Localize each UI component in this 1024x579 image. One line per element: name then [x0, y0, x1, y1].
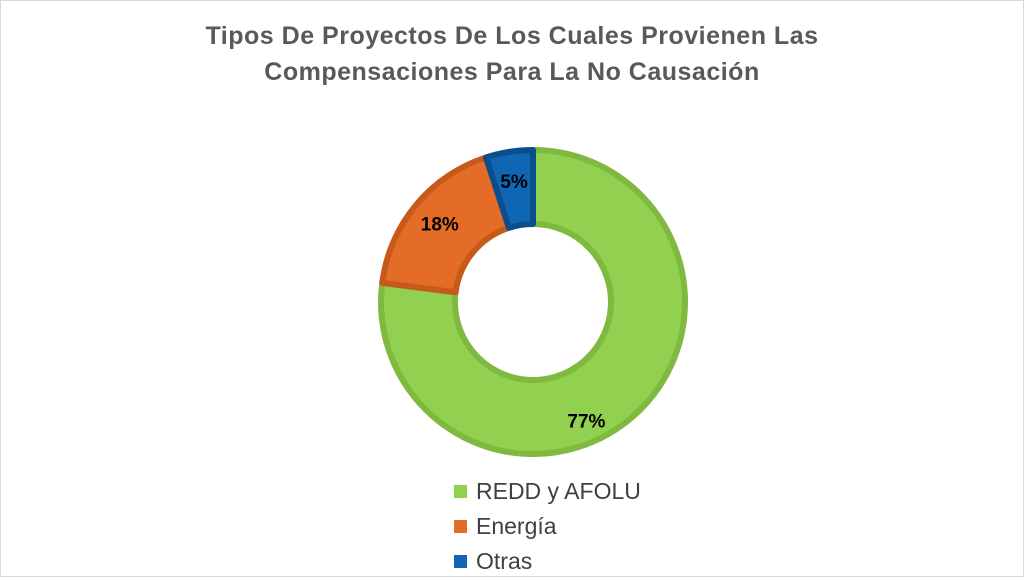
legend-label-energia: Energía: [476, 513, 557, 539]
slice-energia: [379, 154, 512, 296]
legend-label-otras: Otras: [476, 548, 533, 574]
chart-title: Tipos De Proyectos De Los Cuales Provien…: [0, 18, 1024, 90]
legend-label-redd-afolu: REDD y AFOLU: [476, 478, 641, 504]
legend-swatch-otras: [454, 555, 467, 568]
legend-item-otras: Otras: [454, 544, 641, 579]
chart-legend: REDD y AFOLU Energía Otras: [454, 474, 641, 579]
legend-swatch-redd-afolu: [454, 485, 467, 498]
data-label-redd-y-afolu: 77%: [567, 411, 605, 432]
legend-swatch-energia: [454, 520, 467, 533]
data-label-otras: 5%: [500, 172, 528, 193]
chart-title-line-1: Tipos De Proyectos De Los Cuales Provien…: [205, 22, 819, 50]
data-label-energia: 18%: [421, 214, 459, 235]
legend-item-redd-afolu: REDD y AFOLU: [454, 474, 641, 509]
legend-item-energia: Energía: [454, 509, 641, 544]
slice-otras: [483, 147, 536, 231]
chart-title-line-2: Compensaciones Para La No Causación: [264, 58, 760, 86]
slice-redd-y-afolu: [378, 147, 688, 457]
